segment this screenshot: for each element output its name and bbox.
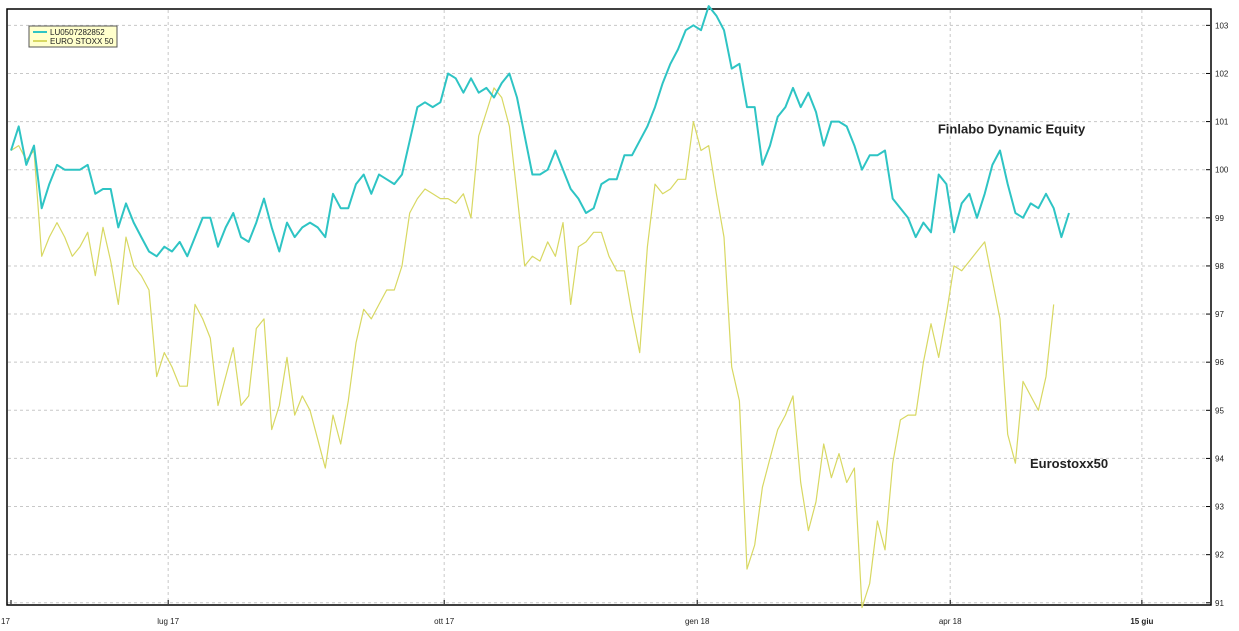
y-tick-label: 102: [1215, 69, 1229, 78]
legend-box: [28, 25, 118, 48]
x-tick-label: 15 giu: [1130, 617, 1153, 626]
annotation-label: Eurostoxx50: [1030, 456, 1108, 471]
x-tick-label: gen 18: [685, 617, 710, 626]
y-tick-label: 98: [1215, 262, 1224, 271]
y-tick-label: 92: [1215, 551, 1224, 560]
y-tick-label: 100: [1215, 166, 1229, 175]
x-tick-label: 17: [1, 617, 10, 626]
y-tick-label: 103: [1215, 21, 1229, 30]
plot-area-frame: [6, 8, 1212, 606]
annotation-label: Finlabo Dynamic Equity: [938, 122, 1086, 137]
x-tick-label: lug 17: [157, 617, 179, 626]
series-lines: [10, 5, 1070, 609]
y-tick-label: 101: [1215, 118, 1229, 127]
annotations: Finlabo Dynamic Equity Eurostoxx50: [938, 122, 1108, 471]
series-line-euro-stoxx-50: [10, 87, 1055, 609]
axis-ticks: 91 92 93 94 95 96 97 98 99 100 101 102 103 17 lug 17 ot…: [1, 21, 1229, 626]
y-tick-label: 94: [1215, 454, 1224, 463]
legend-entry-label: EURO STOXX 50: [50, 37, 114, 46]
y-tick-label: 96: [1215, 358, 1224, 367]
y-tick-label: 99: [1215, 214, 1224, 223]
series-line-lu0507282852: [10, 5, 1070, 258]
y-tick-label: 97: [1215, 310, 1224, 319]
y-tick-label: 93: [1215, 503, 1224, 512]
y-tick-label: 95: [1215, 406, 1224, 415]
legend-entry-label: LU0507282852: [50, 28, 105, 37]
y-tick-label: 91: [1215, 599, 1224, 608]
x-tick-label: ott 17: [434, 617, 455, 626]
x-tick-label: apr 18: [939, 617, 962, 626]
